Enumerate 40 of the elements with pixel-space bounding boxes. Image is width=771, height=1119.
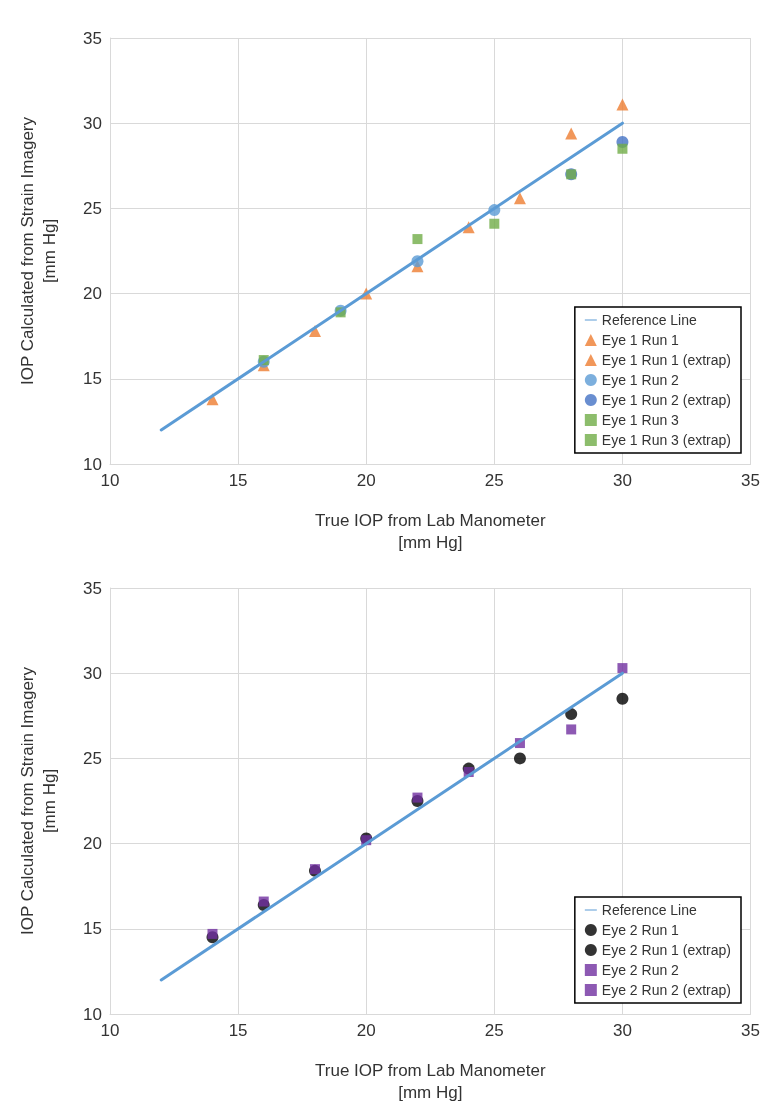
y-tick-label: 35 xyxy=(83,28,102,48)
x-tick-label: 15 xyxy=(228,471,248,490)
y-tick-label: 15 xyxy=(83,369,102,389)
legend-label: Eye 2 Run 2 xyxy=(601,962,680,978)
x-tick-label: 20 xyxy=(356,471,376,490)
legend-label: Eye 1 Run 3 xyxy=(601,412,680,428)
x-tick-label: 15 xyxy=(228,1021,248,1040)
x-tick-label: 35 xyxy=(741,1021,761,1040)
x-tick-label: 10 xyxy=(100,1021,120,1040)
x-tick-label: 25 xyxy=(484,1021,504,1040)
legend-label: Eye 1 Run 3 (extrap) xyxy=(601,432,731,448)
y-tick-label: 25 xyxy=(83,198,102,218)
legend-label: Eye 1 Run 1 xyxy=(601,332,680,348)
y-tick-label: 20 xyxy=(83,284,102,304)
legend-label: Eye 2 Run 2 (extrap) xyxy=(601,982,731,998)
legend-label: Eye 1 Run 1 (extrap) xyxy=(601,352,731,368)
legend-label: Eye 1 Run 2 (extrap) xyxy=(601,392,731,408)
y-axis-title: IOP Calculated from Strain Imagery [mm Hg] xyxy=(17,116,59,386)
legend-label: Eye 2 Run 1 xyxy=(601,922,680,938)
y-tick-label: 20 xyxy=(83,834,102,854)
y-tick-label: 30 xyxy=(83,113,102,133)
legend-label: Eye 1 Run 2 xyxy=(601,372,680,388)
y-tick-label: 10 xyxy=(83,454,102,474)
y-tick-label: 30 xyxy=(83,663,102,683)
x-axis-title: True IOP from Lab Manometer [mm Hg] xyxy=(315,1060,546,1102)
x-tick-label: 25 xyxy=(484,471,504,490)
y-tick-label: 10 xyxy=(83,1004,102,1024)
x-tick-label: 35 xyxy=(741,471,761,490)
x-tick-label: 10 xyxy=(100,471,120,490)
legend-label: Eye 2 Run 1 (extrap) xyxy=(601,942,731,958)
legend-label: Reference Line xyxy=(601,902,697,918)
x-tick-label: 30 xyxy=(612,1021,632,1040)
x-axis-title: True IOP from Lab Manometer [mm Hg] xyxy=(315,510,546,552)
x-tick-label: 30 xyxy=(612,471,632,490)
y-tick-label: 15 xyxy=(83,919,102,939)
y-tick-label: 35 xyxy=(83,578,102,598)
y-axis-title: IOP Calculated from Strain Imagery [mm Hg] xyxy=(17,666,59,936)
y-tick-label: 25 xyxy=(83,748,102,768)
x-tick-label: 20 xyxy=(356,1021,376,1040)
legend-label: Reference Line xyxy=(601,312,697,328)
